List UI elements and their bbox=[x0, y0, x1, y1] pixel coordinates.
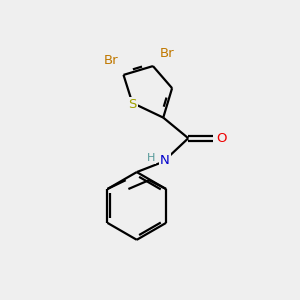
Text: Br: Br bbox=[160, 47, 174, 60]
Text: N: N bbox=[160, 154, 169, 167]
Text: H: H bbox=[147, 153, 155, 163]
Text: Br: Br bbox=[104, 54, 119, 67]
Text: O: O bbox=[216, 132, 227, 145]
Text: S: S bbox=[128, 98, 136, 111]
